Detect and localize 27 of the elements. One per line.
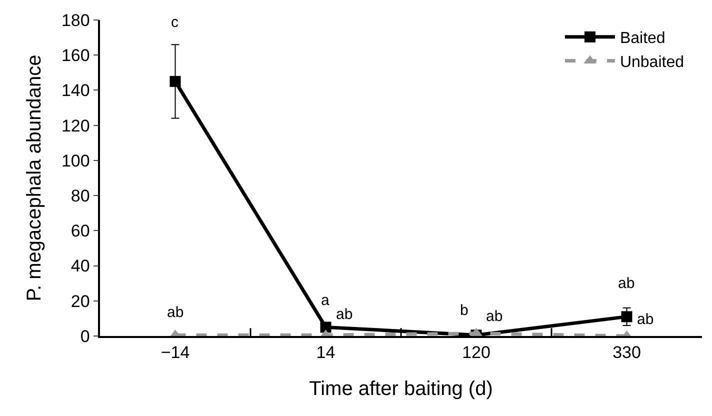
point <box>170 76 181 87</box>
annotation: ab <box>618 275 635 292</box>
y-tick-label: 20 <box>70 292 90 311</box>
annotation: ab <box>486 308 503 325</box>
annotation: a <box>321 292 330 309</box>
y-tick-label: 0 <box>80 326 90 346</box>
x-tick-label: 330 <box>612 343 641 362</box>
y-tick-label: 60 <box>70 222 90 241</box>
x-tick-label: −14 <box>160 343 190 362</box>
x-tick-label: 14 <box>316 343 336 362</box>
x-tick-label: 120 <box>462 343 490 362</box>
annotation: c <box>171 14 179 31</box>
legend-label: Unbaited <box>620 54 684 71</box>
annotation: ab <box>336 306 353 323</box>
annotation: ab <box>637 311 654 328</box>
annotation: b <box>460 302 468 319</box>
y-tick-label: 160 <box>61 46 90 66</box>
y-tick-label: 100 <box>61 151 90 170</box>
y-tick-label: 80 <box>70 186 90 206</box>
legend-label: Baited <box>620 30 666 48</box>
y-tick-label: 40 <box>70 256 90 276</box>
x-axis-title: Time after baiting (d) <box>309 378 493 400</box>
y-tick-label: 180 <box>61 10 90 30</box>
annotation: ab <box>167 304 184 321</box>
y-axis-title: P. megacephala abundance <box>23 54 46 302</box>
y-tick-label: 140 <box>61 81 90 100</box>
y-tick-label: 120 <box>61 116 90 136</box>
